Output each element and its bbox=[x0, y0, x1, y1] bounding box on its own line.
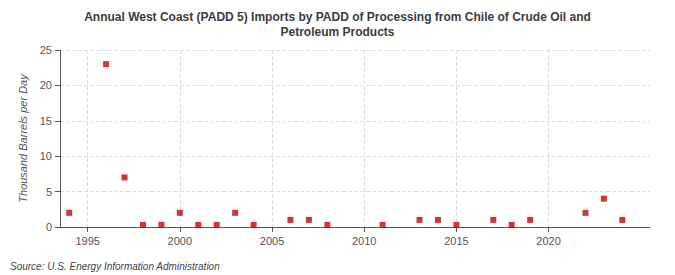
svg-text:2005: 2005 bbox=[260, 235, 284, 247]
svg-text:15: 15 bbox=[40, 115, 52, 127]
svg-text:Thousand Barrels per Day: Thousand Barrels per Day bbox=[17, 73, 29, 203]
svg-text:1995: 1995 bbox=[75, 235, 99, 247]
svg-text:10: 10 bbox=[40, 150, 52, 162]
svg-text:Annual West Coast (PADD 5) Imp: Annual West Coast (PADD 5) Imports by PA… bbox=[84, 10, 591, 24]
svg-text:20: 20 bbox=[40, 79, 52, 91]
svg-text:Petroleum Products: Petroleum Products bbox=[280, 25, 394, 39]
svg-text:5: 5 bbox=[46, 186, 52, 198]
svg-text:2020: 2020 bbox=[536, 235, 560, 247]
svg-text:Source: U.S. Energy Informatio: Source: U.S. Energy Information Administ… bbox=[10, 261, 220, 272]
svg-text:2015: 2015 bbox=[444, 235, 468, 247]
svg-text:2010: 2010 bbox=[352, 235, 376, 247]
svg-text:0: 0 bbox=[46, 221, 52, 233]
svg-text:25: 25 bbox=[40, 44, 52, 56]
svg-text:2000: 2000 bbox=[168, 235, 192, 247]
